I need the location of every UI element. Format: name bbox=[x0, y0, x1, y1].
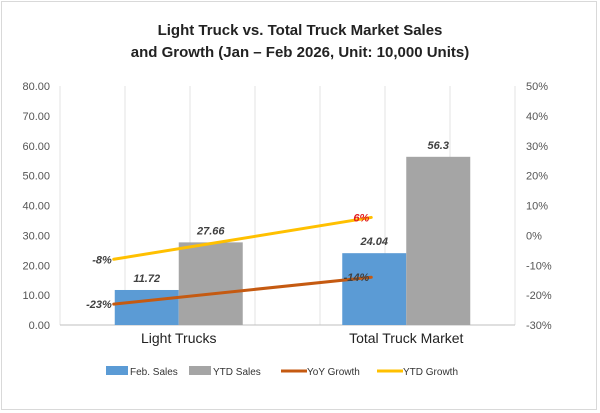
line-data-label: -23% bbox=[86, 299, 112, 311]
bar-data-label: 24.04 bbox=[359, 236, 388, 248]
legend-label: Feb. Sales bbox=[130, 367, 178, 378]
y-right-tick-label: -30% bbox=[526, 320, 552, 332]
y-right-tick-label: 40% bbox=[526, 111, 548, 123]
bar bbox=[342, 253, 407, 325]
bar bbox=[114, 289, 179, 325]
line-data-label: -8% bbox=[92, 254, 112, 266]
y-right-tick-label: 0% bbox=[526, 230, 542, 242]
y-right-tick-label: -20% bbox=[526, 290, 552, 302]
legend-label: YTD Sales bbox=[213, 367, 261, 378]
legend-label: YoY Growth bbox=[307, 367, 360, 378]
series-line bbox=[112, 275, 373, 306]
category-label: Light Trucks bbox=[141, 330, 216, 346]
y-right-tick-label: 20% bbox=[526, 171, 548, 183]
chart-title-line1: Light Truck vs. Total Truck Market Sales bbox=[157, 22, 443, 39]
y-left-tick-label: 0.00 bbox=[29, 320, 50, 332]
y-left-tick-label: 10.00 bbox=[22, 290, 50, 302]
bar-data-label: 27.66 bbox=[196, 225, 225, 237]
legend-swatch bbox=[189, 366, 211, 375]
y-left-tick-label: 40.00 bbox=[22, 201, 50, 213]
series-line bbox=[112, 215, 373, 261]
y-right-tick-label: 30% bbox=[526, 141, 548, 153]
y-right-tick-label: 10% bbox=[526, 201, 548, 213]
y-left-tick-label: 30.00 bbox=[22, 230, 50, 242]
legend-swatch bbox=[106, 366, 128, 375]
bar bbox=[178, 242, 243, 325]
y-left-tick-label: 80.00 bbox=[22, 81, 50, 93]
category-label: Total Truck Market bbox=[349, 330, 463, 346]
y-right-tick-label: -10% bbox=[526, 260, 552, 272]
bar bbox=[406, 156, 471, 325]
chart-title-line2: and Growth (Jan – Feb 2026, Unit: 10,000… bbox=[130, 44, 470, 61]
y-left-tick-label: 50.00 bbox=[22, 171, 50, 183]
y-left-tick-label: 20.00 bbox=[22, 260, 50, 272]
y-left-tick-label: 70.00 bbox=[22, 111, 50, 123]
line-data-label: 6% bbox=[353, 212, 369, 224]
line-data-label: -14% bbox=[344, 272, 370, 284]
y-left-tick-label: 60.00 bbox=[22, 141, 50, 153]
bar-data-label: 56.3 bbox=[428, 140, 449, 152]
y-right-tick-label: 50% bbox=[526, 81, 548, 93]
bar-data-label: 11.72 bbox=[133, 273, 160, 285]
legend-label: YTD Growth bbox=[403, 367, 458, 378]
